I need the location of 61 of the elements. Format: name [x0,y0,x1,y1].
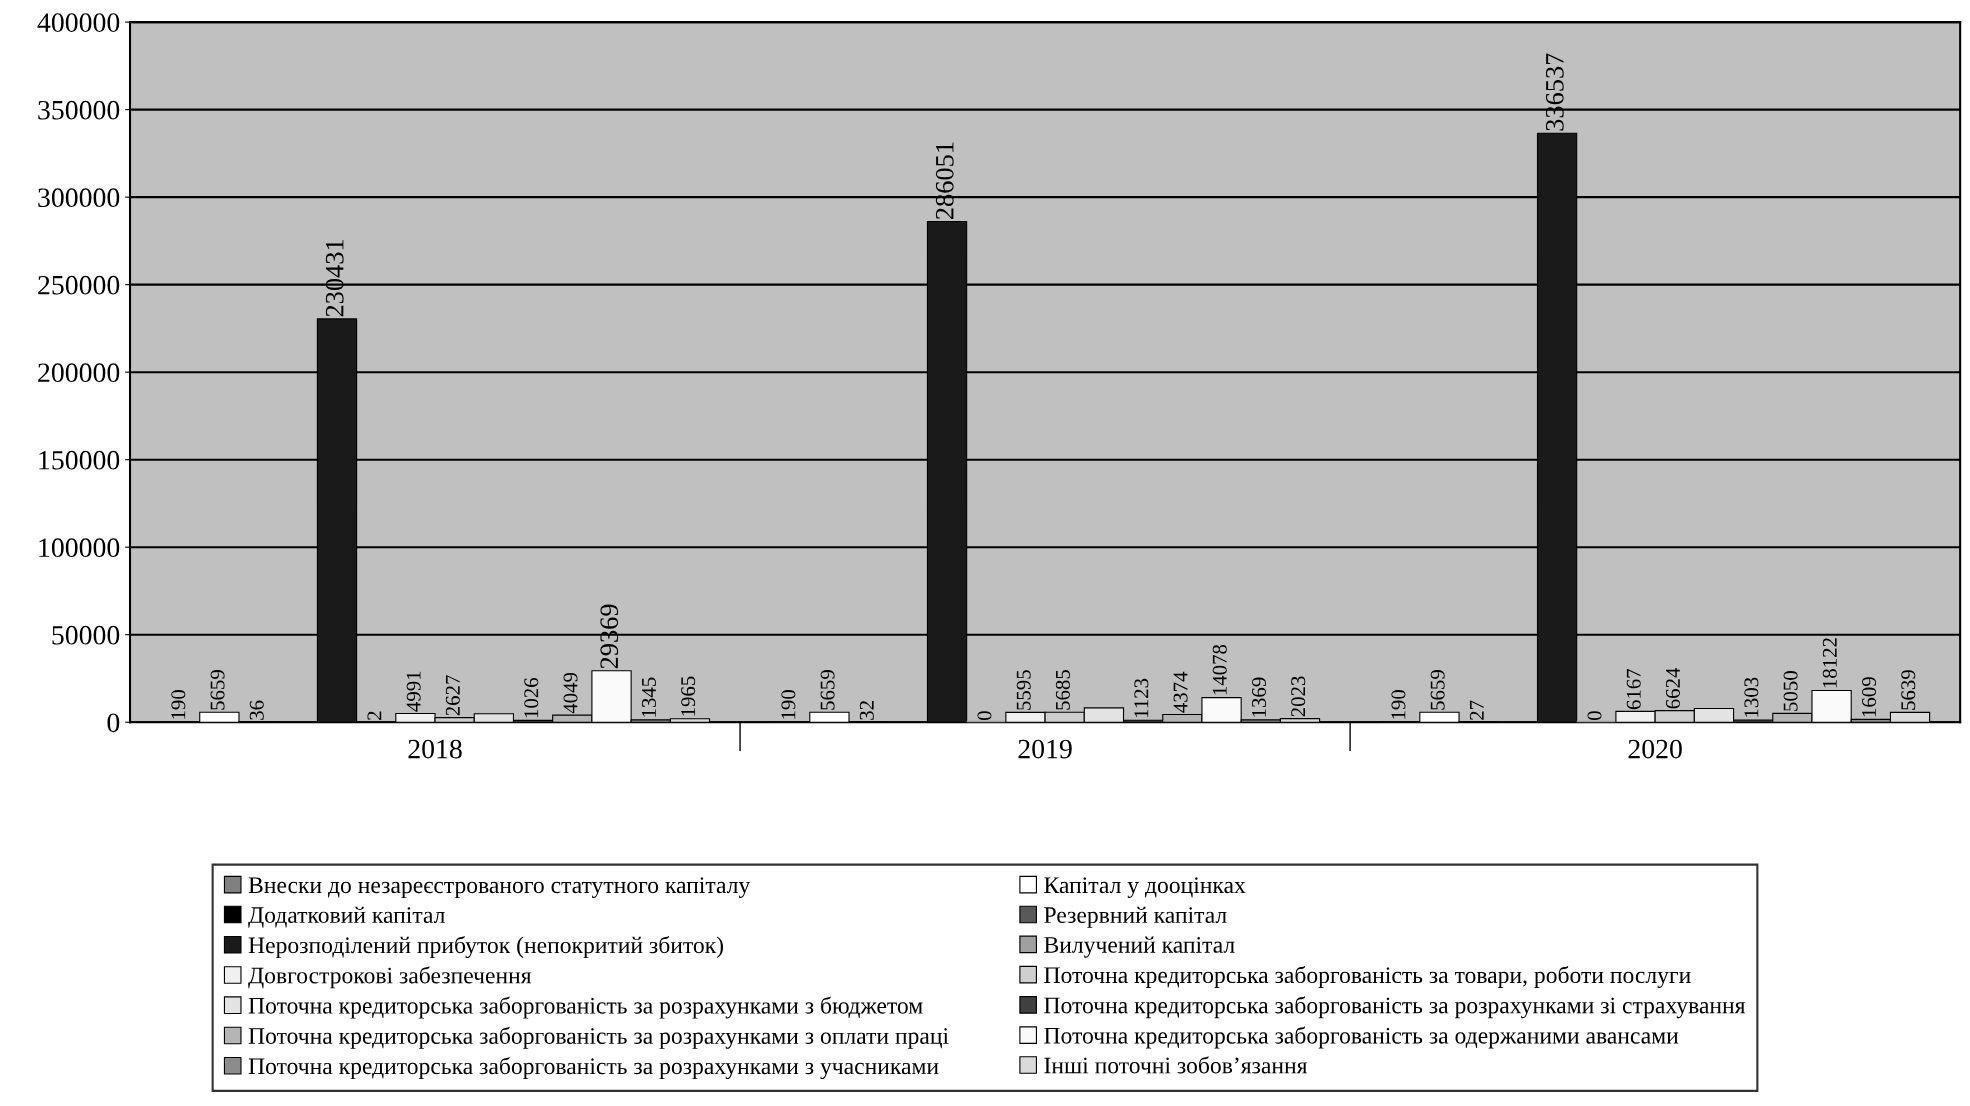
y-tick-label: 0 [107,713,120,733]
data-label: 1965 [681,676,696,716]
data-label: 230431 [325,239,344,317]
data-label: 2627 [445,675,460,716]
legend-label: Інші поточні зобов’язання [1044,1056,1308,1074]
data-label: 36 [249,700,264,720]
data-label: 5595 [1016,670,1031,710]
data-label: 29369 [600,604,619,669]
data-label: 5639 [1901,670,1916,710]
legend-label: Нерозподілений прибуток (непокритий збиток) [248,936,724,959]
y-tick-label: 400000 [37,13,120,33]
data-label: 190 [1391,690,1406,719]
legend-label: Резервний капітал [1044,906,1227,928]
legend-label: Внески до незареєстрованого статутного капіталу [248,877,751,899]
data-label: 0 [1587,711,1602,721]
data-label: 4991 [406,671,421,712]
data-label: 1123 [1134,678,1149,718]
legend-label: Поточна кредиторська заборгованість за розрахунками з бюджетом [248,996,923,1019]
data-label: 5659 [210,670,225,710]
legend-label: Поточна кредиторська заборгованість за розрахунками з оплати праці [248,1026,949,1049]
data-label: 5050 [1783,671,1798,711]
y-tick-label: 350000 [38,100,120,120]
data-label: 190 [171,690,186,719]
data-label: 0 [977,711,992,721]
data-label: 2 [367,711,382,720]
data-label: 1026 [524,677,539,718]
data-label: 5659 [1430,670,1445,710]
y-tick-label: 250000 [38,275,120,295]
y-tick-label: 300000 [38,188,120,208]
data-label: 336537 [1545,53,1564,131]
data-label: 1609 [1861,677,1877,717]
legend-label: Поточна кредиторська заборгованість за розрахунками зі страхування [1044,996,1746,1019]
y-tick-label: 150000 [39,450,120,470]
data-label: 190 [781,690,796,719]
data-label: 18122 [1822,638,1837,688]
data-label: 32 [859,701,874,720]
y-tick-label: 100000 [39,538,120,558]
data-label: 1345 [641,677,656,717]
data-label: 1303 [1744,677,1759,717]
legend-label: Поточна кредиторська заборгованість за розрахунками з учасниками [248,1057,939,1080]
legend-label: Довгострокові забезпечення [248,966,532,989]
legend-label: Поточна кредиторська заборгованість за товари, роботи послуги [1044,965,1691,988]
x-tick-label: 2020 [1628,739,1682,759]
data-label: 5685 [1055,670,1070,710]
legend-label: Вилучений капітал [1044,936,1235,958]
data-label: 6167 [1626,668,1641,710]
data-label: 4374 [1173,671,1188,713]
data-label: 4049 [563,672,578,714]
y-tick-label: 200000 [38,363,120,383]
data-label: 14078 [1212,644,1227,695]
data-label: 5659 [820,670,835,710]
data-label: 6624 [1665,667,1680,709]
legend-label: Капітал у дооцінках [1044,877,1246,899]
legend-label: Додатковий капітал [248,906,445,928]
x-tick-label: 2019 [1018,739,1072,759]
legend-label: Поточна кредиторська заборгованість за одержаними авансами [1044,1026,1679,1049]
data-label: 27 [1469,700,1484,720]
y-tick-label: 50000 [52,625,120,645]
data-label: 1369 [1251,677,1266,717]
x-tick-label: 2018 [408,739,462,759]
data-label: 2023 [1291,676,1306,717]
